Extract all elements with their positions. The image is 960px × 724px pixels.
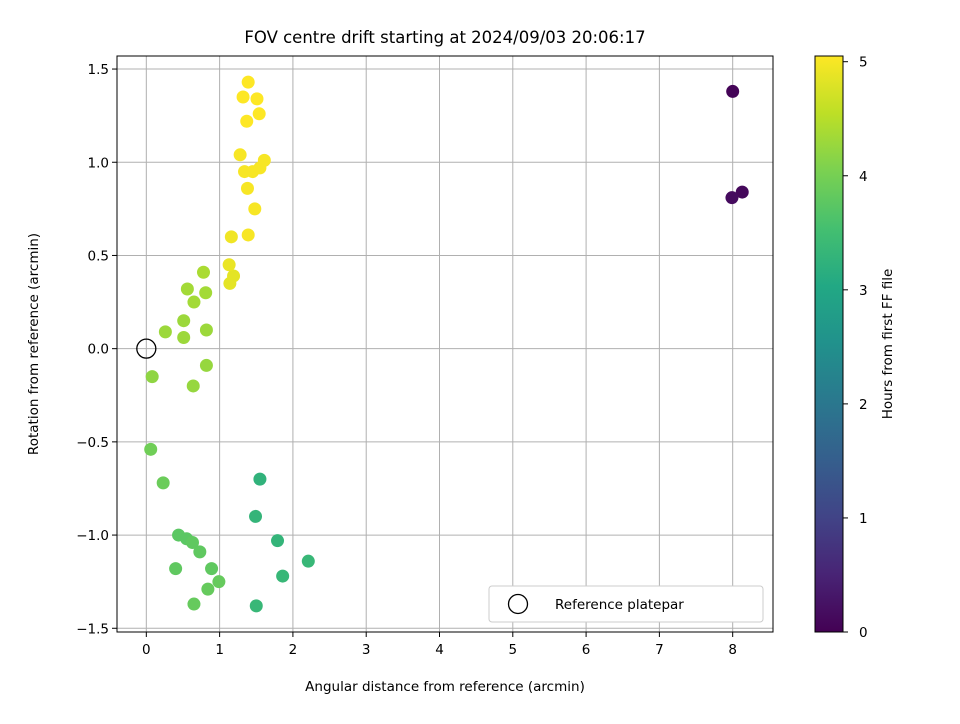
data-point xyxy=(240,114,254,128)
colorbar-tick-label: 1 xyxy=(859,511,868,527)
colorbar-label: Hours from first FF file xyxy=(880,269,896,420)
y-axis-label: Rotation from reference (arcmin) xyxy=(26,233,42,455)
data-point xyxy=(199,286,213,300)
data-point xyxy=(196,265,210,279)
colorbar: 0 1 2 3 4 5 Hours from first FF file xyxy=(814,55,896,641)
data-point xyxy=(186,379,200,393)
x-tick-label: 7 xyxy=(655,642,664,658)
chart-title: FOV centre drift starting at 2024/09/03 … xyxy=(244,28,645,47)
data-point xyxy=(177,330,191,344)
data-point xyxy=(735,185,749,199)
legend-box xyxy=(488,585,764,623)
data-point xyxy=(271,534,285,548)
y-tick-label: 0.5 xyxy=(88,248,109,264)
data-point xyxy=(145,370,159,384)
data-point xyxy=(253,472,267,486)
data-point xyxy=(158,325,172,339)
colorbar-tick-label: 0 xyxy=(859,625,868,641)
y-tick-label: −1.5 xyxy=(76,621,109,637)
data-points xyxy=(144,75,749,613)
data-point xyxy=(301,554,315,568)
colorbar-tick-label: 3 xyxy=(859,283,868,299)
data-point xyxy=(257,153,271,167)
x-tick-label: 4 xyxy=(435,642,444,658)
y-tick-label: 0.0 xyxy=(88,342,109,358)
y-tick-label: 1.5 xyxy=(88,62,109,78)
data-point xyxy=(250,92,264,106)
data-point xyxy=(180,282,194,296)
reference-marker-layer xyxy=(136,338,157,359)
data-point xyxy=(193,545,207,559)
reference-platepar-marker xyxy=(136,338,157,359)
data-point xyxy=(199,323,213,337)
colorbar-tick-label: 4 xyxy=(859,169,868,185)
legend-entry-label: Reference platepar xyxy=(555,597,684,613)
x-tick-label: 1 xyxy=(215,642,224,658)
data-point xyxy=(227,269,241,283)
data-point xyxy=(177,314,191,328)
x-axis-ticks: 0 1 2 3 4 5 6 7 8 xyxy=(142,632,737,658)
data-point xyxy=(222,258,236,272)
x-tick-label: 5 xyxy=(509,642,518,658)
y-tick-label: −1.0 xyxy=(76,528,109,544)
data-point xyxy=(725,191,739,205)
data-point xyxy=(205,562,219,576)
colorbar-tick-label: 2 xyxy=(859,397,868,413)
data-point xyxy=(726,84,740,98)
x-tick-label: 0 xyxy=(142,642,151,658)
colorbar-gradient xyxy=(814,55,844,633)
colorbar-tick-label: 5 xyxy=(859,55,868,71)
data-point xyxy=(201,582,215,596)
data-point xyxy=(187,597,201,611)
legend: Reference platepar xyxy=(488,585,764,623)
data-point xyxy=(249,509,263,523)
data-point xyxy=(185,536,199,550)
x-axis-label: Angular distance from reference (arcmin) xyxy=(305,679,585,695)
data-point xyxy=(240,181,254,195)
data-point xyxy=(199,358,213,372)
data-point xyxy=(233,148,247,162)
data-point xyxy=(187,295,201,309)
y-tick-label: 1.0 xyxy=(88,155,109,171)
plot-frame xyxy=(116,55,774,633)
x-tick-label: 3 xyxy=(362,642,371,658)
x-tick-label: 2 xyxy=(289,642,298,658)
data-point xyxy=(276,569,290,583)
x-tick-label: 6 xyxy=(582,642,591,658)
data-point xyxy=(252,107,266,121)
data-point xyxy=(156,476,170,490)
data-point xyxy=(241,75,255,89)
y-axis-ticks: −1.5 −1.0 −0.5 0.0 0.5 1.0 1.5 xyxy=(76,62,117,637)
data-point xyxy=(212,575,226,589)
data-point xyxy=(224,230,238,244)
data-point xyxy=(241,228,255,242)
data-point xyxy=(248,202,262,216)
data-point xyxy=(236,90,250,104)
colorbar-ticks: 0 1 2 3 4 5 xyxy=(843,55,868,641)
data-point xyxy=(169,562,183,576)
legend-reference-marker xyxy=(507,593,529,615)
x-tick-label: 8 xyxy=(728,642,737,658)
data-point xyxy=(249,599,263,613)
data-point xyxy=(144,442,158,456)
y-tick-label: −0.5 xyxy=(76,435,109,451)
grid-lines xyxy=(117,56,773,632)
